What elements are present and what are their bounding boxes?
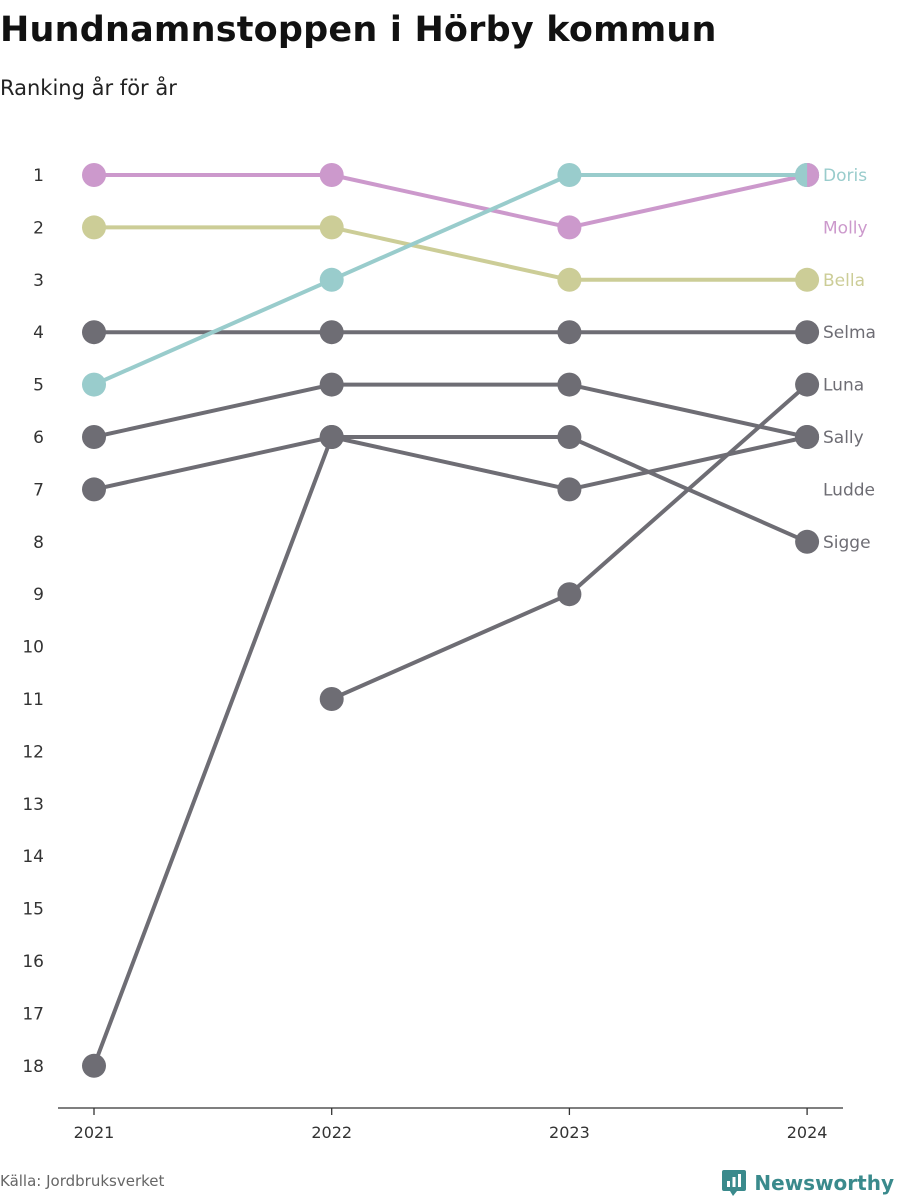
- series-line-doris: [93, 173, 808, 387]
- series-points: [82, 163, 820, 1078]
- point-ludde-2021: [82, 425, 106, 449]
- point-luna-2022: [319, 687, 344, 711]
- point-doris-2021: [82, 372, 106, 397]
- x-axis: 2021 2022 2023 2024: [58, 1107, 843, 1142]
- end-label-luna: Luna: [823, 376, 864, 396]
- point-sally-2021: [82, 477, 106, 502]
- y-tick-label: 2: [33, 218, 44, 238]
- end-label-sally: Sally: [823, 428, 864, 448]
- point-bella-2024: [795, 267, 820, 292]
- end-label-selma: Selma: [823, 323, 876, 343]
- y-tick-label: 3: [33, 271, 44, 291]
- point-ludde-2023: [557, 372, 582, 397]
- series-lines: [92, 173, 809, 1067]
- x-tick-label: 2024: [787, 1123, 828, 1142]
- point-bella-2023: [557, 267, 582, 292]
- point-sigge-2022: [319, 425, 344, 449]
- point-selma-2023: [557, 320, 582, 345]
- point-luna-2024: [795, 372, 820, 397]
- point-luna-2023: [557, 582, 582, 607]
- y-tick-label: 7: [33, 480, 44, 500]
- y-tick-label: 4: [33, 323, 44, 343]
- y-tick-label: 6: [33, 428, 44, 448]
- point-sally-2023: [557, 477, 582, 502]
- brand-logo[interactable]: Newsworthy: [721, 1168, 894, 1198]
- y-tick-label: 9: [33, 585, 44, 605]
- y-tick-label: 1: [33, 166, 44, 186]
- point-bella-2022: [319, 215, 344, 240]
- point-sigge-2021: [82, 1053, 106, 1078]
- x-tick-label: 2021: [74, 1123, 115, 1142]
- point-molly-2024-half: [807, 163, 820, 187]
- bump-chart: 2021 2022 2023 2024 12345678910111213141516…: [22, 163, 876, 1142]
- y-tick-label: 13: [22, 795, 44, 815]
- point-molly-2021: [82, 163, 106, 187]
- point-doris-2023: [557, 163, 582, 187]
- end-labels: Doris Molly Bella Selma Luna Sally Ludde Sigge: [823, 166, 876, 553]
- end-label-doris: Doris: [823, 166, 867, 186]
- x-tick-label: 2022: [311, 1123, 352, 1142]
- end-label-molly: Molly: [823, 218, 868, 238]
- y-tick-label: 17: [22, 1004, 44, 1024]
- series-line-bella: [94, 225, 808, 282]
- y-tick-label: 15: [22, 900, 44, 920]
- point-selma-2021: [82, 320, 106, 345]
- series-line-sigge: [92, 435, 808, 1067]
- point-sigge-2024: [795, 529, 820, 554]
- y-tick-label: 18: [22, 1057, 44, 1077]
- newsworthy-logo-icon: [722, 1170, 747, 1196]
- y-tick-label: 14: [22, 847, 44, 867]
- source-note: Källa: Jordbruksverket: [0, 1172, 165, 1190]
- point-molly-2022: [319, 163, 344, 187]
- y-tick-label: 11: [22, 690, 44, 710]
- point-selma-2024: [795, 320, 820, 345]
- series-line-molly: [94, 173, 808, 230]
- y-tick-label: 8: [33, 533, 44, 553]
- brand-name: Newsworthy: [754, 1171, 894, 1195]
- point-molly-2023: [557, 215, 582, 240]
- point-sigge-2023: [557, 425, 582, 449]
- y-tick-label: 10: [22, 638, 44, 658]
- y-tick-label: 16: [22, 952, 44, 972]
- series-line-ludde: [93, 382, 808, 439]
- point-selma-2022: [319, 320, 344, 345]
- end-label-sigge: Sigge: [823, 533, 871, 553]
- y-tick-label: 5: [33, 376, 44, 396]
- y-tick-label: 12: [22, 742, 44, 762]
- point-ludde-2022: [319, 372, 344, 397]
- chart-title: Hundnamnstoppen i Hörby kommun: [0, 10, 717, 50]
- end-label-bella: Bella: [823, 271, 865, 291]
- series-line-sally: [93, 435, 808, 492]
- end-label-ludde: Ludde: [823, 480, 875, 500]
- x-tick-label: 2023: [549, 1123, 590, 1142]
- chart-subtitle: Ranking år för år: [0, 76, 177, 100]
- point-bella-2021: [82, 215, 106, 240]
- point-ludde-2024: [795, 425, 820, 449]
- point-doris-2024-half: [795, 163, 808, 187]
- point-doris-2022: [319, 267, 344, 292]
